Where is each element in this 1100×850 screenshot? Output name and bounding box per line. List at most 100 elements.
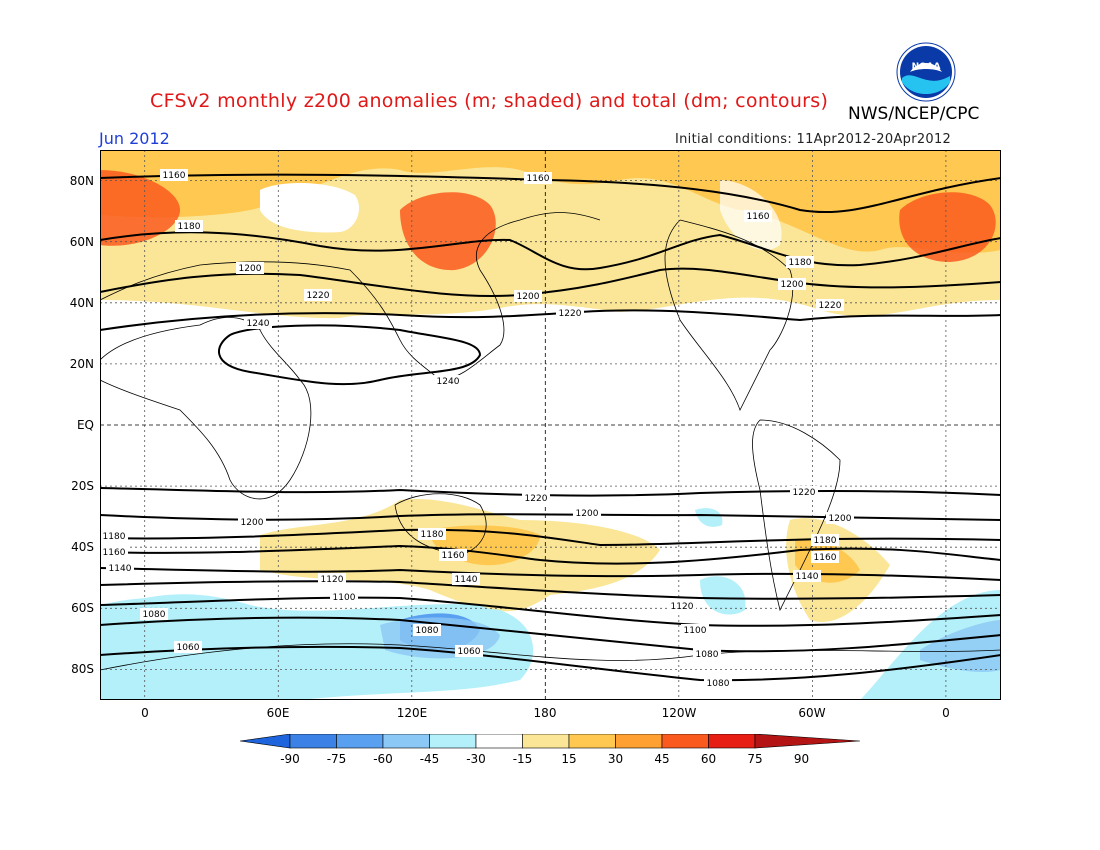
contour-label-text: 1140 — [455, 575, 478, 585]
colorbar-segment — [568, 734, 616, 749]
contour-label: 1160 — [439, 549, 467, 561]
contour-label: 1140 — [793, 570, 821, 582]
lon-label: 0 — [141, 706, 149, 720]
contour-label: 1220 — [790, 486, 818, 498]
contour-label: 1160 — [100, 546, 128, 558]
svg-text:NOAA: NOAA — [912, 62, 941, 72]
forecast-month: Jun 2012 — [99, 129, 170, 148]
lat-label: 60S — [71, 601, 94, 615]
contour-label-text: 1200 — [517, 292, 540, 302]
lat-label: 20N — [69, 357, 94, 371]
contour-label: 1100 — [681, 624, 709, 636]
contour-label: 1160 — [744, 210, 772, 222]
map-frame — [100, 150, 1001, 700]
contour-label: 1100 — [330, 591, 358, 603]
colorbar-label: 45 — [654, 752, 670, 766]
contour-1240-north — [218, 324, 482, 386]
colorbar-segment — [429, 734, 477, 749]
contour-1100-south — [100, 596, 1001, 627]
contour-label-text: 1200 — [239, 264, 262, 274]
contour-label-text: 1240 — [247, 319, 270, 329]
contour-label-text: 1120 — [671, 602, 694, 612]
colorbar-label: -45 — [419, 752, 440, 766]
contour-1060-south — [100, 645, 1001, 682]
contour-label: 1200 — [514, 290, 542, 302]
contour-label-text: 1080 — [416, 626, 439, 636]
contour-label-text: 1160 — [103, 548, 126, 558]
lon-label: 120W — [661, 706, 697, 720]
colorbar-label: -75 — [326, 752, 347, 766]
contour-label-text: 1220 — [793, 488, 816, 498]
lat-label: 40N — [69, 296, 94, 310]
contour-label: 1140 — [106, 562, 134, 574]
noaa-logo-icon: NOAA — [896, 42, 956, 102]
contour-label: 1080 — [413, 624, 441, 636]
coastline-australia — [394, 493, 487, 556]
colorbar-label: 30 — [607, 752, 624, 766]
contour-label-text: 1060 — [458, 647, 481, 657]
colorbar — [240, 734, 860, 749]
colorbar-segment — [475, 734, 523, 749]
contour-label-text: 1180 — [103, 532, 126, 542]
lon-label: 0 — [942, 706, 950, 720]
contour-label-text: 1100 — [333, 593, 356, 603]
positive-anomaly-shading — [400, 192, 496, 271]
contour-label: 1180 — [786, 256, 814, 268]
contour-label: 1220 — [816, 299, 844, 311]
lon-label: 60W — [798, 706, 826, 720]
contour-label-text: 1180 — [789, 258, 812, 268]
contour-label-text: 1080 — [707, 679, 730, 689]
contour-label: 1180 — [100, 530, 128, 542]
contour-label-text: 1140 — [109, 564, 132, 574]
colorbar-arrow-left — [240, 734, 291, 749]
colorbar-label: -60 — [373, 752, 393, 766]
contour-label: 1220 — [304, 289, 332, 301]
contour-label: 1180 — [175, 220, 203, 232]
contour-label-text: 1200 — [576, 509, 599, 519]
colorbar-segment — [522, 734, 570, 749]
negative-anomaly-shading — [695, 508, 723, 527]
contour-label: 1200 — [238, 516, 266, 528]
contour-label-text: 1120 — [321, 575, 344, 585]
positive-anomaly-shading — [260, 183, 360, 233]
contour-label: 1200 — [573, 507, 601, 519]
contour-label: 1160 — [811, 551, 839, 563]
colorbar-segment — [708, 734, 756, 749]
contour-label-text: 1160 — [163, 171, 186, 181]
contour-label: 1140 — [452, 573, 480, 585]
contour-label: 1120 — [668, 600, 696, 612]
lat-label: 80N — [69, 174, 94, 188]
contour-label-text: 1220 — [525, 494, 548, 504]
colorbar-label: -15 — [512, 752, 533, 766]
contour-label: 1080 — [704, 677, 732, 689]
contour-label: 1060 — [455, 645, 483, 657]
lon-label: 120E — [396, 706, 428, 720]
lat-label: 60N — [69, 235, 94, 249]
contour-label: 1200 — [236, 262, 264, 274]
contour-label: 1180 — [418, 528, 446, 540]
contour-label: 1060 — [174, 641, 202, 653]
contour-1160-south — [100, 544, 1001, 565]
contour-label: 1200 — [826, 512, 854, 524]
colorbar-label: 75 — [747, 752, 763, 766]
contour-label-text: 1160 — [527, 174, 550, 184]
contour-label-text: 1200 — [829, 514, 852, 524]
contour-label-text: 1220 — [307, 291, 330, 301]
contour-label: 1220 — [522, 492, 550, 504]
contour-label-text: 1080 — [143, 610, 166, 620]
contour-1180-north — [100, 231, 1001, 271]
contour-label-text: 1240 — [437, 377, 460, 387]
contour-label: 1080 — [140, 608, 168, 620]
contour-1080-south — [100, 616, 1001, 653]
contour-label-text: 1160 — [747, 212, 770, 222]
contour-label: 1120 — [318, 573, 346, 585]
colorbar-segment — [661, 734, 709, 749]
colorbar-segment — [289, 734, 337, 749]
contour-1120-south — [100, 580, 1001, 600]
contour-label-text: 1060 — [177, 643, 200, 653]
negative-anomaly-shading — [700, 576, 746, 615]
contour-label-text: 1180 — [421, 530, 444, 540]
agency-label: NWS/NCEP/CPC — [848, 104, 980, 124]
initial-conditions: Initial conditions: 11Apr2012-20Apr2012 — [675, 132, 952, 147]
colorbar-segment — [615, 734, 663, 749]
